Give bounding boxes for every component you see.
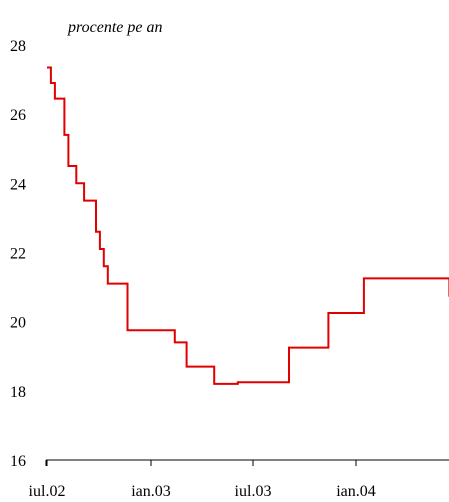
series-line [47, 66, 449, 385]
x-tick-label: ian.03 [131, 483, 171, 500]
y-tick-label: 22 [10, 246, 26, 263]
x-axis: iul.02 ian.03 iul.03 ian.04 [29, 459, 449, 500]
y-tick-label: 28 [10, 38, 26, 55]
y-tick-label: 24 [10, 176, 26, 193]
x-tick-label: iul.03 [235, 483, 272, 500]
unit-label: procente pe an [67, 19, 162, 36]
y-tick-label: 26 [10, 107, 26, 124]
series-group [47, 66, 449, 385]
x-tick-label: iul.02 [29, 483, 66, 500]
x-tick-label: ian.04 [336, 483, 376, 500]
y-axis: 16 18 20 22 24 26 28 [10, 38, 47, 470]
y-tick-label: 18 [10, 384, 26, 401]
y-tick-label: 16 [10, 453, 26, 470]
y-tick-label: 20 [10, 315, 26, 332]
